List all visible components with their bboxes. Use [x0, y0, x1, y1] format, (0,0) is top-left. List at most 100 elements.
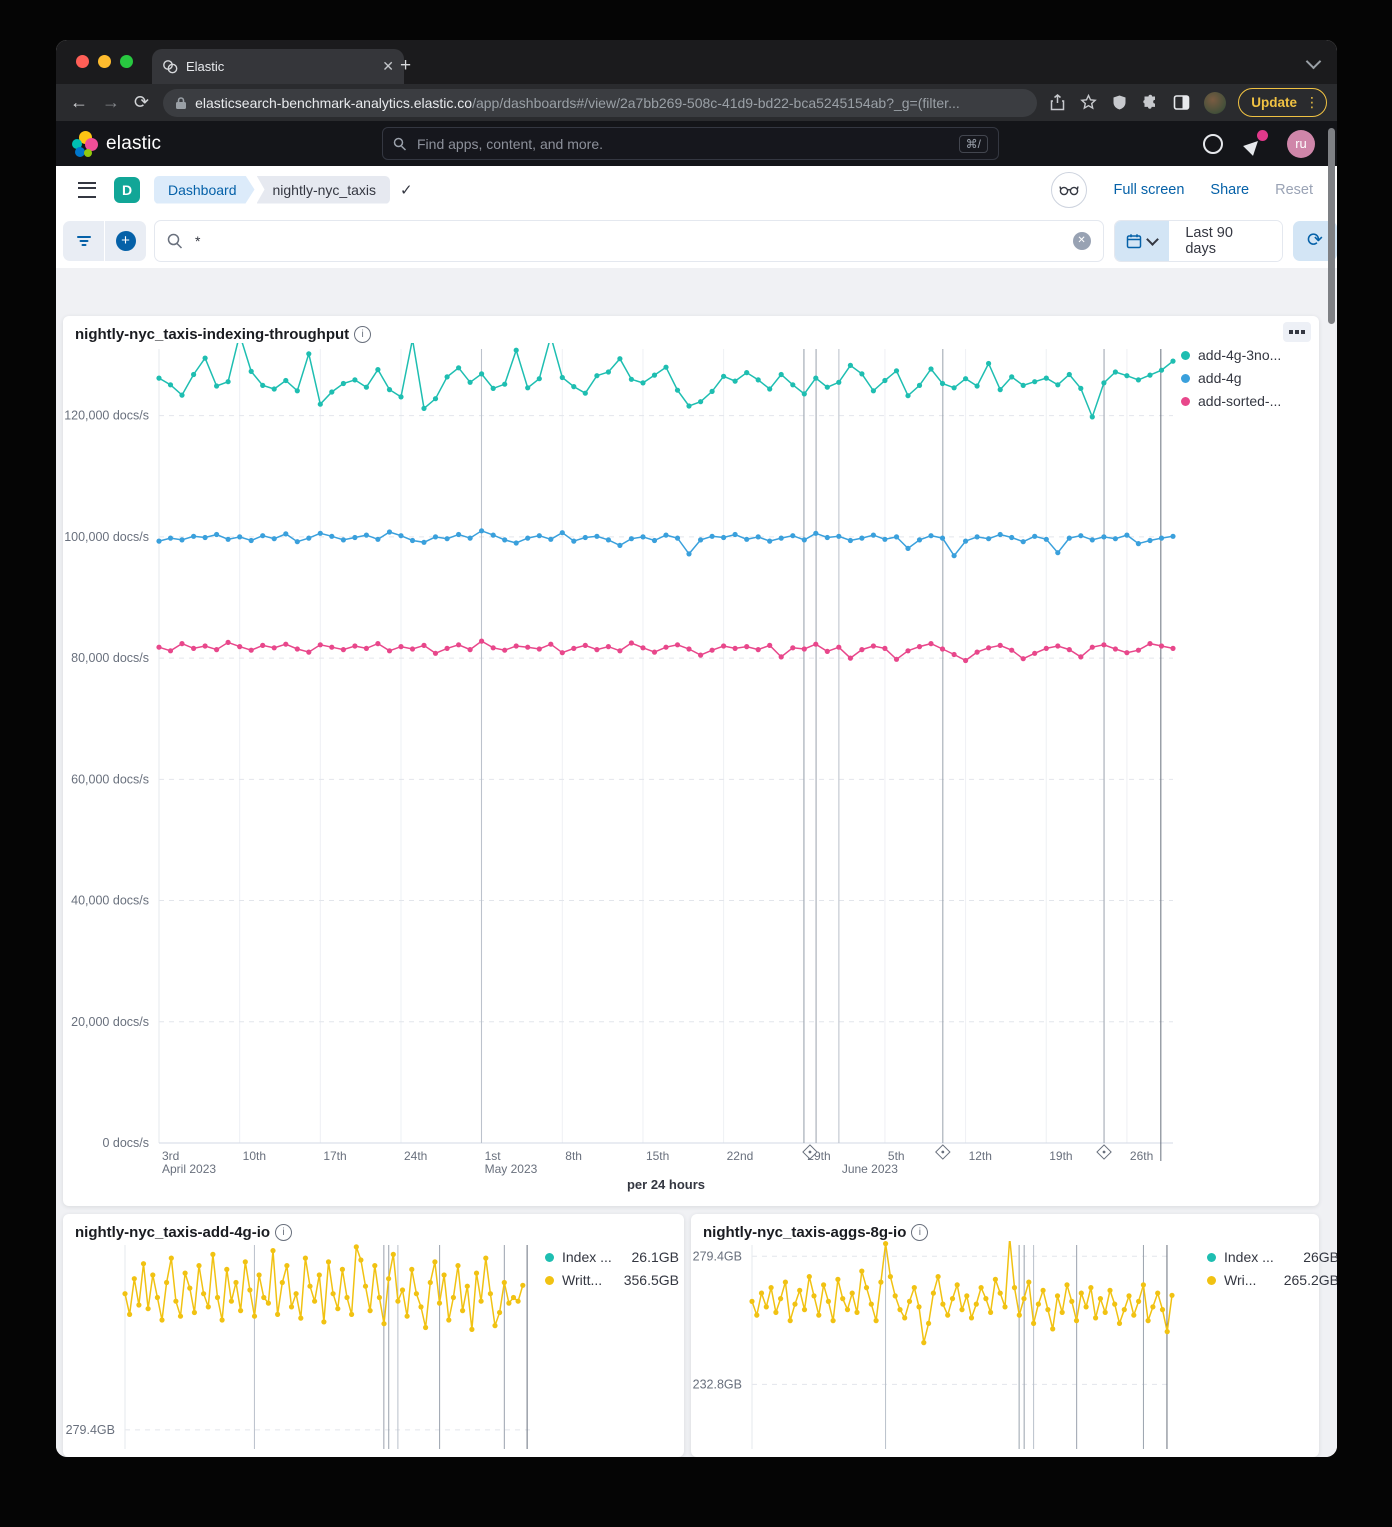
panel-add-4g-io: nightly-nyc_taxis-add-4g-io i 279.4GB In… — [63, 1214, 684, 1457]
breadcrumb-page[interactable]: nightly-nyc_taxis — [256, 175, 390, 204]
legend-item[interactable]: Index ... 26.1GB — [545, 1249, 679, 1265]
calendar-icon — [1127, 233, 1142, 248]
url-text: elasticsearch-benchmark-analytics.elasti… — [195, 94, 960, 111]
elastic-brand[interactable]: elastic — [72, 130, 192, 157]
svg-text:100,000 docs/s: 100,000 docs/s — [64, 530, 149, 544]
svg-text:3rd: 3rd — [162, 1149, 179, 1163]
info-icon[interactable]: i — [275, 1224, 293, 1241]
address-bar[interactable]: elasticsearch-benchmark-analytics.elasti… — [163, 88, 1038, 117]
panel-aggs-8g-io: nightly-nyc_taxis-aggs-8g-io i 279.4GB 23… — [691, 1214, 1337, 1457]
extensions-puzzle-icon[interactable] — [1142, 94, 1159, 111]
clear-query-icon[interactable]: ✕ — [1072, 231, 1091, 250]
legend[interactable]: Index ... 26GB Wri... 265.2GB — [1207, 1249, 1337, 1288]
maximize-window-button[interactable] — [120, 55, 133, 68]
svg-text:1st: 1st — [485, 1149, 502, 1163]
query-search-icon — [167, 233, 183, 249]
chevron-down-icon — [1146, 232, 1160, 246]
svg-text:April 2023: April 2023 — [162, 1162, 216, 1176]
tab-close-icon[interactable]: ✕ — [382, 58, 394, 74]
info-icon[interactable]: i — [354, 326, 372, 343]
filter-button[interactable] — [63, 221, 104, 261]
browser-window: Elastic ✕ + ← → ⟳ elasticsearch-benchmar… — [56, 40, 1337, 1457]
menu-icon[interactable] — [78, 181, 96, 198]
panel-title: nightly-nyc_taxis-aggs-8g-io — [703, 1224, 907, 1241]
reset-button[interactable]: Reset — [1275, 181, 1313, 198]
query-input[interactable] — [193, 231, 1063, 250]
help-icon[interactable] — [1203, 133, 1223, 154]
add-4g-io-chart[interactable]: 279.4GB Index ... 26.1GB Writt... 356.5GB — [63, 1241, 684, 1454]
query-input-box[interactable]: ✕ — [154, 219, 1104, 262]
svg-text:15th: 15th — [646, 1149, 669, 1163]
elastic-favicon — [163, 59, 178, 73]
minimize-window-button[interactable] — [98, 55, 111, 68]
panel-title: nightly-nyc_taxis-add-4g-io — [75, 1224, 271, 1241]
info-icon[interactable]: i — [911, 1224, 929, 1241]
legend-item[interactable]: add-4g — [1181, 370, 1299, 386]
legend-item[interactable]: Wri... 265.2GB — [1207, 1272, 1337, 1288]
panel-title: nightly-nyc_taxis-indexing-throughput — [75, 326, 350, 343]
browser-tab[interactable]: Elastic ✕ — [152, 49, 404, 84]
share-icon[interactable] — [1049, 94, 1066, 111]
date-picker[interactable]: Last 90 days — [1113, 219, 1283, 262]
space-badge[interactable]: D — [114, 176, 140, 203]
calendar-dropdown-button[interactable] — [1114, 220, 1170, 261]
aggs-8g-io-chart[interactable]: 279.4GB 232.8GB Index ... 26GB Wri... 265.2G… — [691, 1235, 1337, 1454]
chrome-update-button[interactable]: Update ⋮ — [1238, 88, 1327, 117]
back-button[interactable]: ← — [70, 92, 88, 112]
svg-text:22nd: 22nd — [727, 1149, 754, 1163]
window-controls[interactable] — [76, 55, 133, 68]
new-tab-button[interactable]: + — [400, 55, 412, 76]
close-window-button[interactable] — [76, 55, 89, 68]
elastic-logo — [72, 130, 98, 157]
svg-text:5th: 5th — [888, 1149, 905, 1163]
legend[interactable]: Index ... 26.1GB Writt... 356.5GB — [545, 1249, 679, 1288]
time-range-label[interactable]: Last 90 days — [1169, 220, 1282, 261]
reload-button[interactable]: ⟳ — [134, 92, 150, 112]
browser-menu-icon[interactable]: ⋮ — [1305, 94, 1320, 110]
extension-shield-icon[interactable] — [1111, 94, 1128, 111]
dashboard-canvas: nightly-nyc_taxis-indexing-throughput i … — [56, 268, 1337, 1457]
elastic-header: elastic ⌘/ ru — [56, 121, 1337, 167]
tab-strip: Elastic ✕ + — [56, 40, 1337, 84]
full-screen-button[interactable]: Full screen — [1113, 181, 1185, 198]
search-shortcut-badge: ⌘/ — [958, 134, 988, 153]
forward-button[interactable]: → — [102, 92, 120, 112]
lock-icon — [176, 96, 187, 109]
panel-options-button[interactable] — [1283, 322, 1311, 342]
svg-text:24th: 24th — [404, 1149, 427, 1163]
svg-text:279.4GB: 279.4GB — [66, 1423, 115, 1437]
svg-text:120,000 docs/s: 120,000 docs/s — [64, 409, 149, 423]
browser-profile-avatar[interactable] — [1204, 91, 1227, 114]
view-mode-icon[interactable] — [1051, 171, 1088, 208]
svg-text:12th: 12th — [969, 1149, 992, 1163]
add-filter-button[interactable]: + — [105, 221, 146, 261]
breadcrumb-bar: D Dashboard nightly-nyc_taxis ✓ Full scr… — [56, 166, 1337, 214]
browser-toolbar: ← → ⟳ elasticsearch-benchmark-analytics.… — [56, 84, 1337, 121]
bookmark-star-icon[interactable] — [1080, 94, 1098, 111]
side-panel-icon[interactable] — [1173, 94, 1190, 111]
page-scrollbar[interactable] — [1328, 128, 1335, 324]
svg-text:10th: 10th — [243, 1149, 266, 1163]
svg-text:17th: 17th — [323, 1149, 346, 1163]
legend-item[interactable]: Writt... 356.5GB — [545, 1272, 679, 1288]
throughput-chart[interactable]: 3rd April 2023 10th 17th 24th 1st May 2023 8th 1… — [63, 331, 1319, 1200]
svg-text:279.4GB: 279.4GB — [693, 1249, 742, 1263]
svg-text:0 docs/s: 0 docs/s — [102, 1136, 149, 1150]
svg-text:May 2023: May 2023 — [485, 1162, 538, 1176]
legend-item[interactable]: add-4g-3no... — [1181, 347, 1299, 363]
legend-item[interactable]: add-sorted-... — [1181, 393, 1299, 409]
global-search[interactable]: ⌘/ — [382, 127, 999, 160]
global-search-input[interactable] — [415, 134, 951, 153]
breadcrumb-dashboard[interactable]: Dashboard — [154, 176, 255, 204]
legend-item[interactable]: Index ... 26GB — [1207, 1249, 1337, 1265]
svg-text:per 24 hours: per 24 hours — [627, 1177, 705, 1192]
svg-text:80,000 docs/s: 80,000 docs/s — [71, 651, 149, 665]
query-bar: + ✕ Last 90 days ⟳ — [56, 213, 1337, 269]
chevron-down-icon[interactable] — [1305, 53, 1322, 70]
check-icon[interactable]: ✓ — [400, 181, 413, 199]
share-button[interactable]: Share — [1210, 181, 1250, 198]
svg-text:19th: 19th — [1049, 1149, 1072, 1163]
news-icon[interactable] — [1243, 129, 1268, 156]
legend[interactable]: add-4g-3no... add-4g add-sorted-... — [1181, 347, 1299, 409]
user-avatar[interactable]: ru — [1287, 129, 1315, 158]
